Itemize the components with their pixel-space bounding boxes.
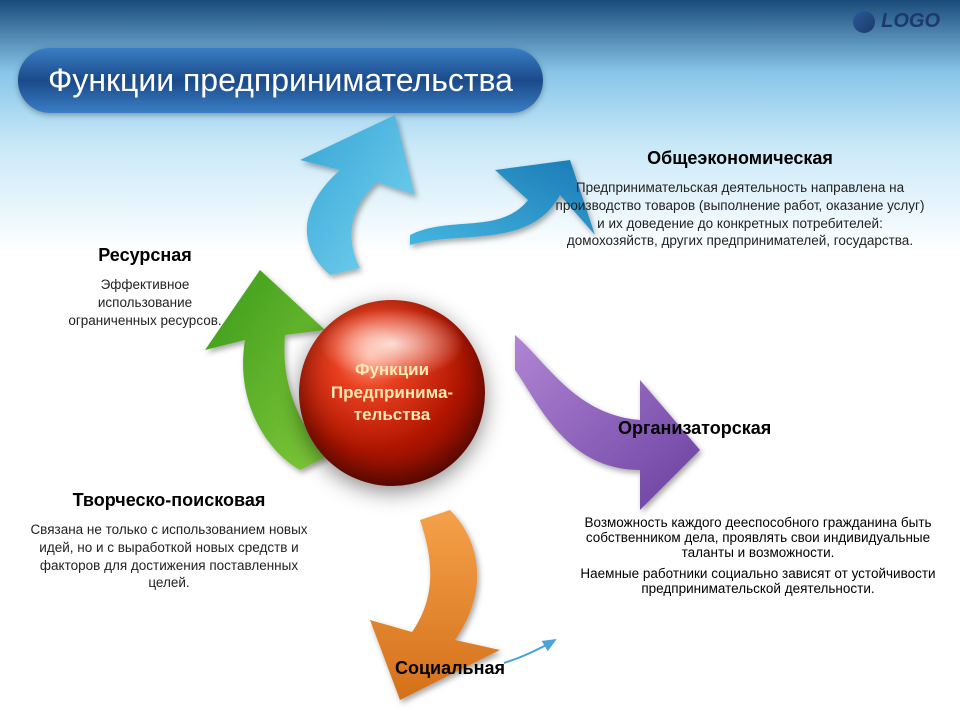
block-social: Социальная [350, 658, 550, 689]
block-general-economic: Общеэкономическая Предпринимательская дея… [555, 148, 925, 250]
block-resource-body: Эффективное использование ограниченных р… [55, 276, 235, 329]
block-general-economic-body: Предпринимательская деятельность направл… [555, 179, 925, 250]
block-organizational: Организаторская [618, 418, 938, 449]
center-sphere: Функции Предпринима- тельства [299, 300, 485, 486]
block-creative-body: Связана не только с использованием новых… [30, 521, 308, 592]
block-resource-title: Ресурсная [55, 245, 235, 266]
block-creative: Творческо-поисковая Связана не только с и… [30, 490, 308, 592]
block-resource: Ресурсная Эффективное использование огран… [55, 245, 235, 329]
arrow-top-cyan [300, 115, 415, 275]
block-organizational-body: Наемные работники социально зависят от у… [568, 566, 948, 596]
center-label: Функции Предпринима- тельства [299, 359, 485, 428]
block-social-title: Социальная [350, 658, 550, 679]
block-organizational-title: Организаторская [618, 418, 938, 439]
block-creative-title: Творческо-поисковая [30, 490, 308, 511]
block-organizational-body: Возможность каждого дееспособного гражда… [568, 515, 948, 560]
block-general-economic-title: Общеэкономическая [555, 148, 925, 169]
